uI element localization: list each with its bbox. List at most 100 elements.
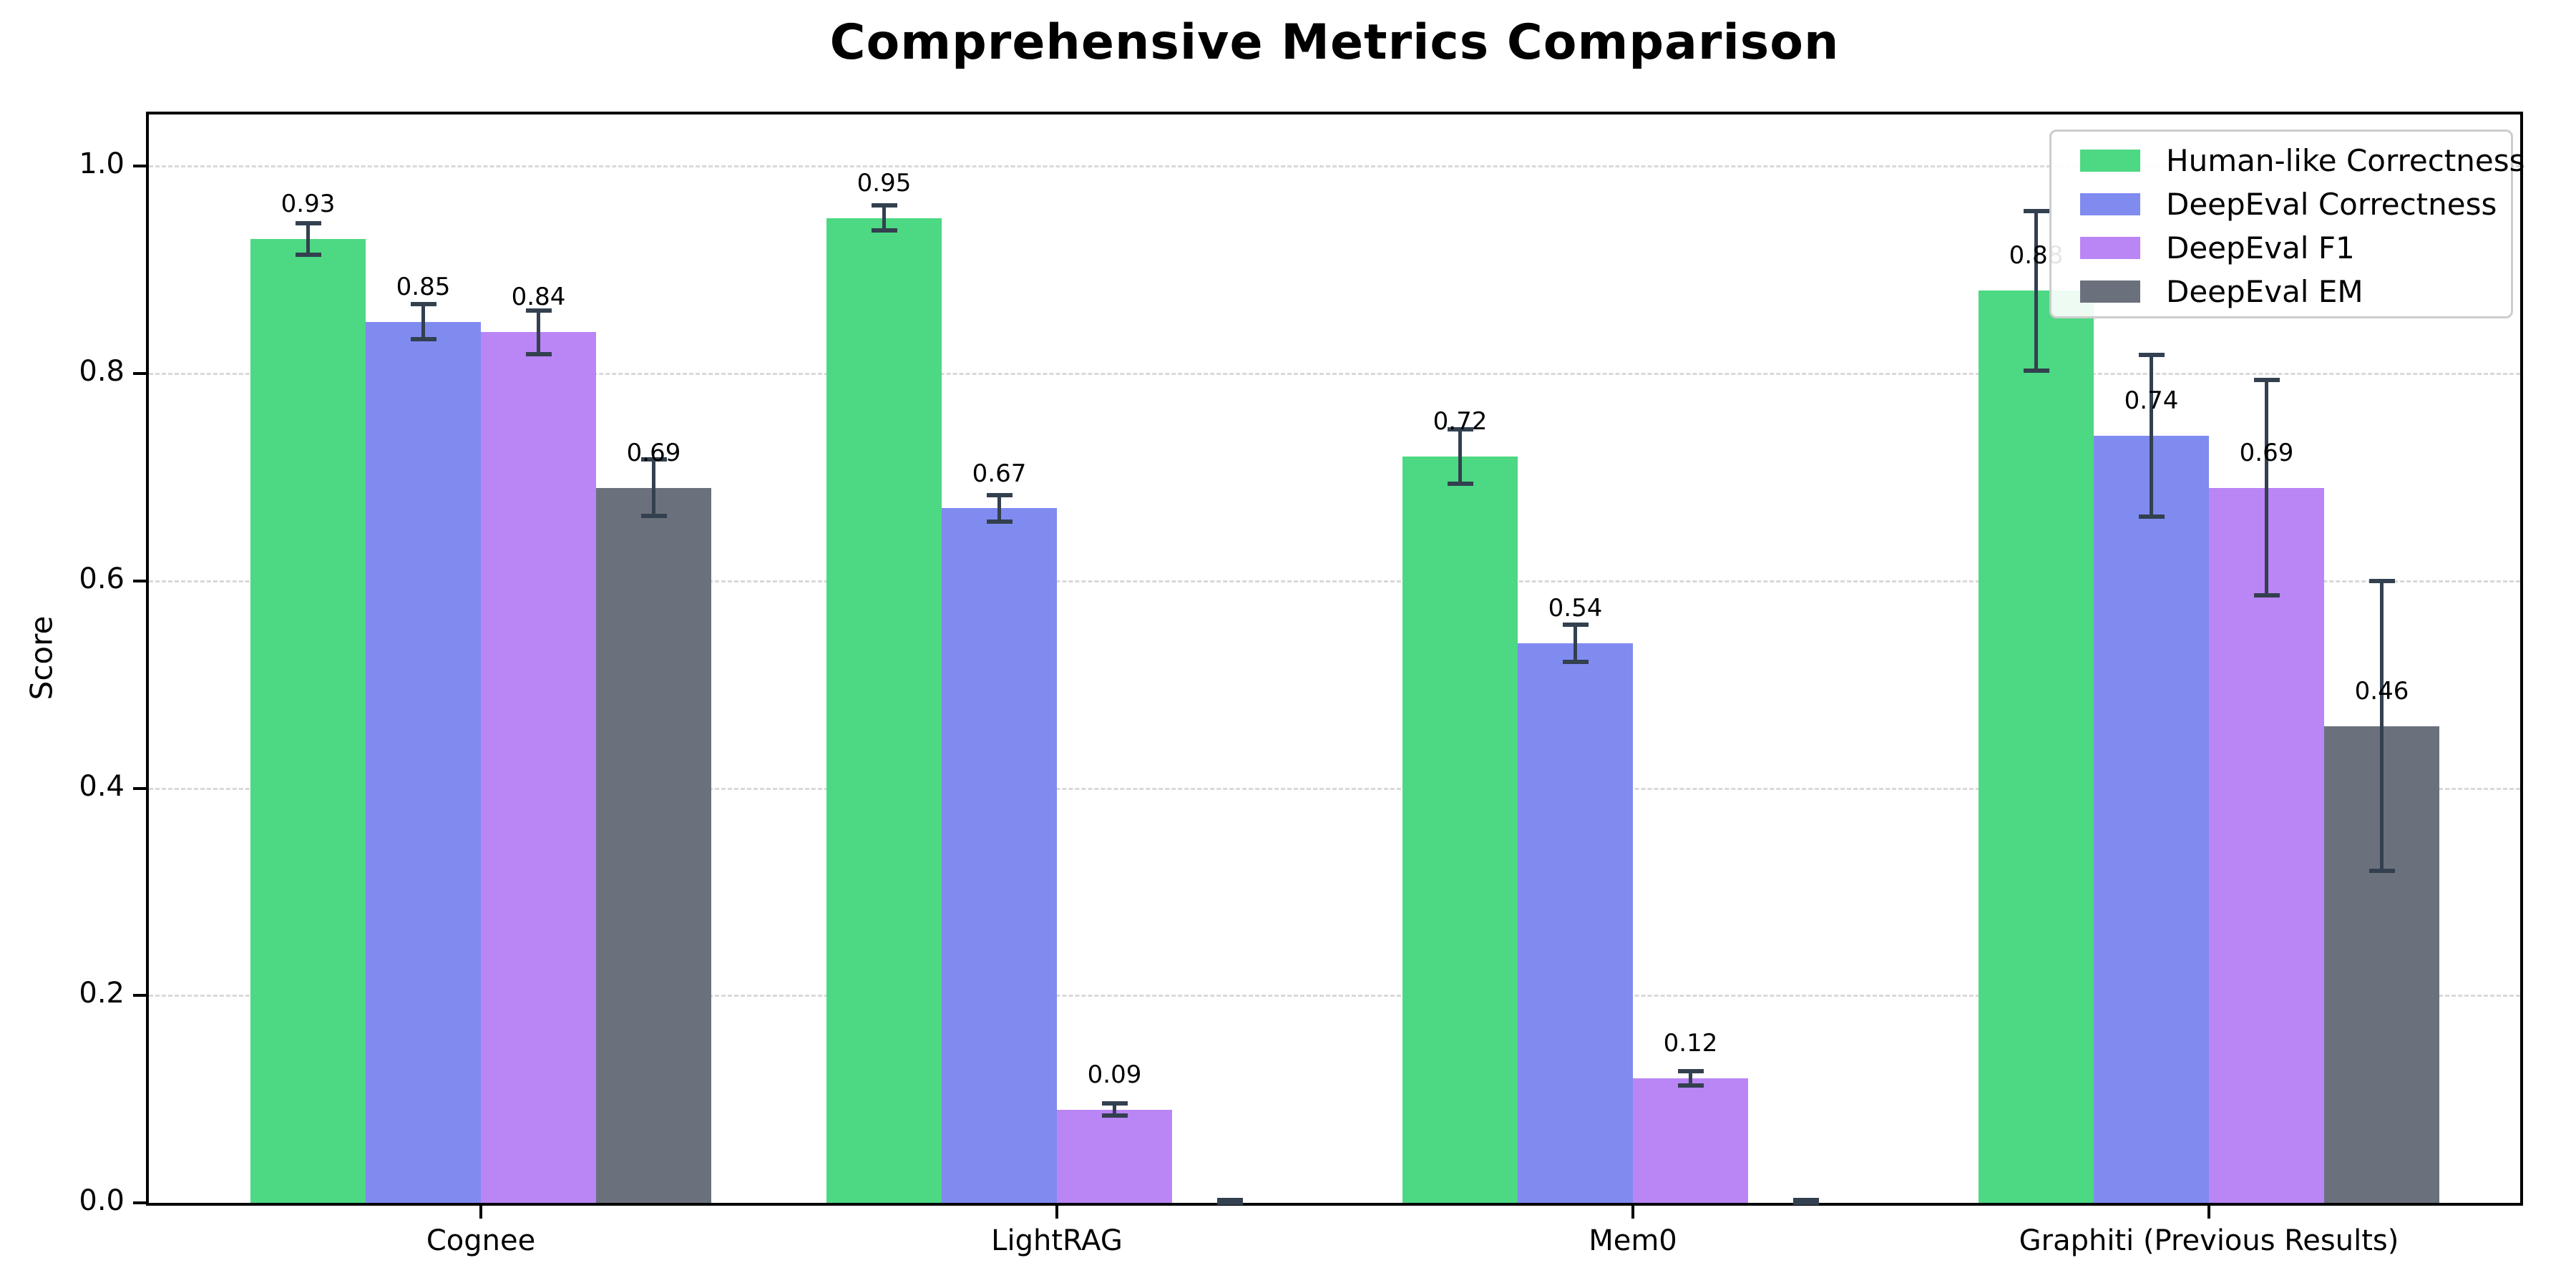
bar-deepeval-correctness-0 xyxy=(366,321,481,1203)
y-tick-mark xyxy=(133,372,146,376)
error-bar-cap xyxy=(1562,622,1589,627)
error-bar-cap xyxy=(1101,1101,1128,1106)
error-bar-cap xyxy=(525,308,552,313)
x-tick-label-1: LightRAG xyxy=(991,1224,1123,1257)
x-tick-label-3: Graphiti (Previous Results) xyxy=(2019,1224,2399,1257)
error-bar-line xyxy=(1574,624,1577,662)
bar-human-like-correctness-2 xyxy=(1402,457,1518,1203)
bar-value-label: 0.74 xyxy=(2124,386,2179,416)
error-bar-line xyxy=(2150,355,2153,517)
legend-swatch xyxy=(2080,193,2140,215)
bar-value-label: 0.54 xyxy=(1548,593,1603,623)
error-bar-cap xyxy=(2368,578,2395,583)
error-bar-line xyxy=(2265,379,2268,596)
error-bar-cap xyxy=(2253,593,2280,598)
y-tick-mark xyxy=(133,1201,146,1204)
error-bar-cap xyxy=(986,519,1013,525)
bar-deepeval-f1-0 xyxy=(481,332,596,1203)
y-tick-mark xyxy=(133,579,146,582)
bar-deepeval-correctness-1 xyxy=(942,508,1057,1203)
error-bar-cap xyxy=(986,492,1013,497)
error-bar-cap xyxy=(1562,659,1589,664)
bar-value-label: 0.69 xyxy=(626,438,681,467)
error-bar-cap xyxy=(1677,1083,1704,1088)
x-tick-label-2: Mem0 xyxy=(1589,1224,1677,1257)
bar-value-label: 0.69 xyxy=(2239,438,2294,467)
error-bar-cap xyxy=(2368,869,2395,874)
bar-deepeval-f1-1 xyxy=(1057,1109,1172,1203)
legend-item: DeepEval F1 xyxy=(2051,226,2511,270)
x-tick-mark xyxy=(479,1206,482,1219)
bar-value-label: 0.72 xyxy=(1433,407,1488,436)
bar-human-like-correctness-3 xyxy=(1979,291,2094,1203)
error-bar-cap xyxy=(2023,368,2049,373)
chart-title: Comprehensive Metrics Comparison xyxy=(829,14,1840,71)
error-bar-cap xyxy=(525,351,552,356)
bar-value-label: 0.93 xyxy=(280,189,336,218)
bar-deepeval-correctness-2 xyxy=(1518,643,1633,1203)
error-bar-cap xyxy=(2138,353,2165,358)
legend-label: DeepEval F1 xyxy=(2166,230,2355,265)
error-bar-cap xyxy=(871,203,897,208)
error-bar-line xyxy=(2034,210,2038,371)
bar-value-label: 0.95 xyxy=(857,168,912,197)
legend-item: DeepEval EM xyxy=(2051,270,2511,313)
legend-swatch xyxy=(2080,237,2140,259)
error-bar-line xyxy=(1458,429,1462,484)
error-bar-cap xyxy=(1447,427,1473,432)
error-bar-line xyxy=(306,223,310,255)
error-bar-cap xyxy=(410,337,436,342)
error-bar-cap xyxy=(1792,1197,1819,1202)
error-bar-cap xyxy=(295,252,321,257)
legend-label: DeepEval Correctness xyxy=(2166,187,2497,222)
error-bar-line xyxy=(2380,580,2384,872)
error-bar-line xyxy=(1113,1103,1116,1116)
y-tick-label: 0.2 xyxy=(79,977,125,1010)
gridline-0.4 xyxy=(149,787,2520,790)
bar-value-label: 0.67 xyxy=(972,459,1027,488)
error-bar-cap xyxy=(871,228,897,233)
gridline-0.8 xyxy=(149,373,2520,376)
legend-label: DeepEval EM xyxy=(2166,274,2363,309)
bar-human-like-correctness-1 xyxy=(826,218,942,1203)
bar-deepeval-em-0 xyxy=(596,487,711,1203)
y-tick-label: 0.8 xyxy=(79,355,125,389)
error-bar-cap xyxy=(1447,481,1473,486)
error-bar-cap xyxy=(1216,1197,1243,1202)
gridline-0.6 xyxy=(149,580,2520,582)
y-tick-label: 0.6 xyxy=(79,562,125,595)
error-bar-line xyxy=(537,310,540,354)
bar-value-label: 0.09 xyxy=(1087,1060,1142,1089)
error-bar-cap xyxy=(640,457,667,462)
bar-value-label: 0.85 xyxy=(396,272,451,301)
y-tick-label: 1.0 xyxy=(79,147,125,181)
x-tick-mark xyxy=(2207,1206,2210,1219)
x-tick-label-0: Cognee xyxy=(426,1224,536,1257)
bar-deepeval-f1-3 xyxy=(2209,487,2324,1203)
bar-value-label: 0.84 xyxy=(511,283,566,312)
y-tick-label: 0.4 xyxy=(79,769,125,803)
error-bar-line xyxy=(882,205,886,231)
bar-deepeval-correctness-3 xyxy=(2094,436,2209,1203)
legend-rows: Human-like Correctness DeepEval Correctne… xyxy=(2051,139,2525,313)
bar-deepeval-f1-2 xyxy=(1633,1078,1748,1203)
error-bar-line xyxy=(997,494,1001,522)
error-bar-cap xyxy=(640,513,667,518)
legend-label: Human-like Correctness xyxy=(2166,143,2525,178)
error-bar-cap xyxy=(1216,1201,1243,1205)
gridline-1 xyxy=(149,165,2520,168)
y-tick-label: 0.0 xyxy=(79,1184,125,1217)
legend-swatch xyxy=(2080,280,2140,303)
error-bar-line xyxy=(652,459,655,516)
legend-swatch xyxy=(2080,150,2140,172)
y-tick-mark xyxy=(133,994,146,997)
error-bar-cap xyxy=(295,221,321,226)
error-bar-cap xyxy=(1677,1069,1704,1074)
gridline-0.2 xyxy=(149,995,2520,997)
x-tick-mark xyxy=(1055,1206,1058,1219)
error-bar-cap xyxy=(1101,1113,1128,1118)
y-axis-label: Score xyxy=(24,615,59,701)
legend: Human-like Correctness DeepEval Correctne… xyxy=(2049,130,2525,318)
x-tick-mark xyxy=(1631,1206,1634,1219)
